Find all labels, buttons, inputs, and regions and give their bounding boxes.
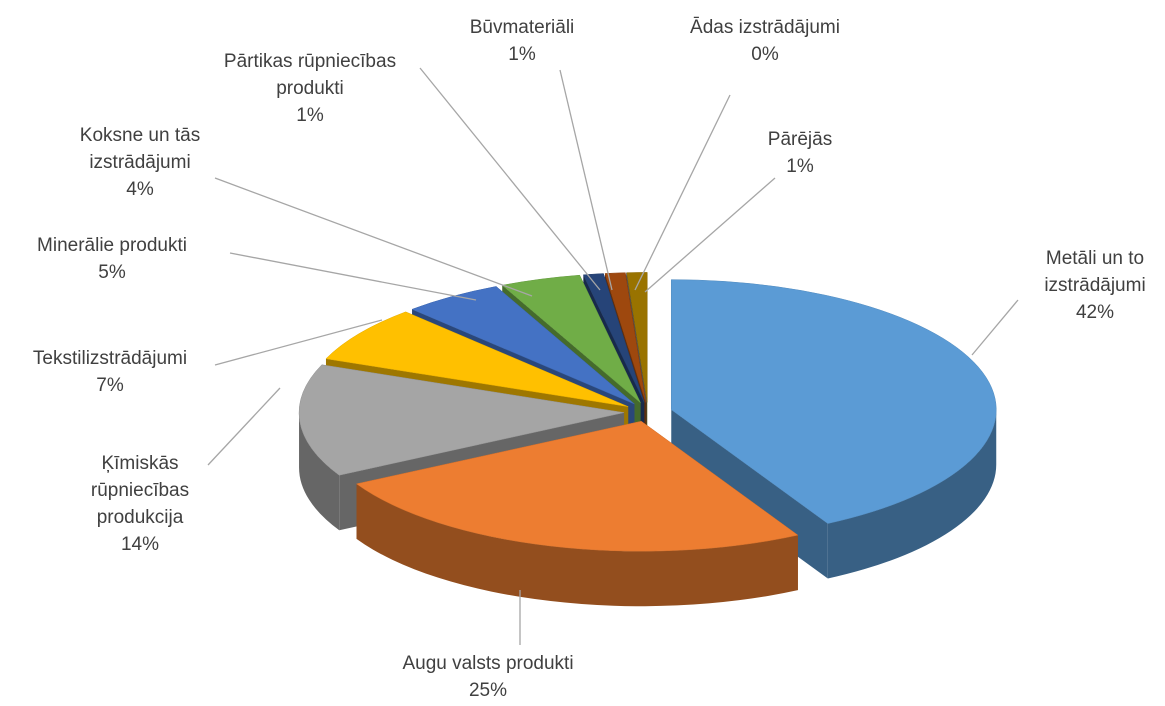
category-label: Ādas izstrādājumi bbox=[690, 17, 840, 38]
slice bbox=[355, 420, 799, 607]
category-label: Augu valsts produkti bbox=[402, 653, 574, 674]
data-label: Metāli un to izstrādājumi 42% bbox=[1020, 245, 1165, 326]
value-label: 25% bbox=[468, 680, 508, 701]
slice-top bbox=[325, 311, 629, 407]
category-label: Būvmateriāli bbox=[469, 17, 575, 38]
category-label: Pārtikas rūpniecības produkti bbox=[223, 51, 397, 99]
leader-line bbox=[229, 252, 477, 301]
value-label: 7% bbox=[96, 375, 124, 396]
category-label: Pārējās bbox=[767, 129, 833, 150]
value-label: 1% bbox=[296, 105, 324, 126]
data-label: Augu valsts produkti 25% bbox=[328, 650, 648, 704]
leader-line bbox=[207, 387, 281, 466]
data-label: Ādas izstrādājumi 0% bbox=[655, 14, 875, 68]
leader-line bbox=[971, 299, 1019, 356]
slice-top bbox=[626, 272, 648, 403]
data-label: Pārtikas rūpniecības produkti 1% bbox=[190, 48, 430, 129]
value-label: 5% bbox=[98, 262, 126, 283]
leader-line bbox=[634, 94, 731, 291]
slice-wall bbox=[827, 409, 997, 579]
leader-line bbox=[644, 177, 776, 293]
category-label: Koksne un tās izstrādājumi bbox=[79, 125, 201, 173]
slice-top bbox=[670, 279, 997, 524]
slice-top bbox=[411, 286, 635, 405]
leader-line bbox=[214, 177, 533, 297]
data-label: Tekstilizstrādājumi 7% bbox=[0, 345, 225, 399]
data-label: Pārējās 1% bbox=[740, 126, 860, 180]
data-label: Minerālie produkti 5% bbox=[0, 232, 232, 286]
value-label: 0% bbox=[751, 44, 779, 65]
category-label: Minerālie produkti bbox=[37, 235, 187, 256]
leader-line bbox=[214, 319, 383, 366]
value-label: 14% bbox=[120, 534, 160, 555]
slice-wall bbox=[356, 483, 798, 607]
slice-top bbox=[582, 273, 645, 403]
value-label: 42% bbox=[1075, 302, 1115, 323]
leader-line bbox=[419, 67, 601, 291]
slice-top bbox=[298, 364, 625, 476]
value-label: 1% bbox=[508, 44, 536, 65]
slice-top bbox=[355, 420, 799, 552]
slice-top bbox=[604, 272, 646, 403]
value-label: 1% bbox=[786, 156, 814, 177]
data-label: Būvmateriāli 1% bbox=[442, 14, 602, 68]
slice-wall bbox=[299, 412, 340, 531]
category-label: Metāli un to izstrādājumi bbox=[1044, 248, 1146, 296]
data-label: Koksne un tās izstrādājumi 4% bbox=[55, 122, 225, 203]
leader-line bbox=[559, 69, 613, 291]
value-label: 4% bbox=[126, 179, 154, 200]
category-label: Tekstilizstrādājumi bbox=[32, 348, 188, 369]
category-label: Ķīmiskās rūpniecības produkcija bbox=[90, 453, 190, 528]
data-label: Ķīmiskās rūpniecības produkcija 14% bbox=[60, 450, 220, 558]
